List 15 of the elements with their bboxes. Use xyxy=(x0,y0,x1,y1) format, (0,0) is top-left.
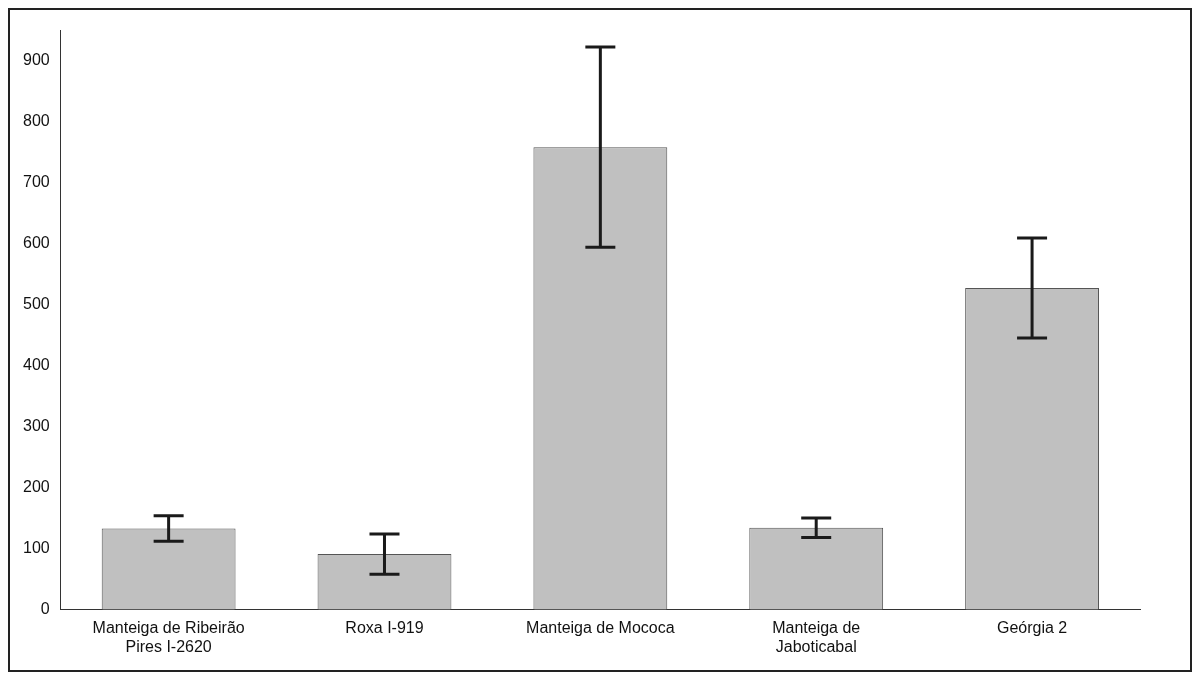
y-tick-label: 900 xyxy=(22,50,50,68)
y-tick-label: 800 xyxy=(22,111,50,129)
x-tick-label: Manteiga de Jaboticabal xyxy=(772,618,861,655)
x-tick-label: Roxa I-919 xyxy=(345,618,424,636)
x-tick-label: Manteiga de Ribeirão Pires I-2620 xyxy=(92,618,245,655)
y-tick-label: 0 xyxy=(40,600,50,618)
y-tick-label: 100 xyxy=(22,539,50,556)
y-tick-label: 700 xyxy=(22,172,50,190)
x-tick-label: Manteiga de Mococa xyxy=(526,618,675,636)
y-tick-label: 400 xyxy=(22,355,50,373)
y-tick-label: 200 xyxy=(22,477,50,495)
x-tick-label: Geórgia 2 xyxy=(996,618,1068,636)
y-tick-label: 600 xyxy=(22,233,50,251)
y-tick-label: 500 xyxy=(22,294,50,312)
y-tick-label: 300 xyxy=(22,416,50,434)
